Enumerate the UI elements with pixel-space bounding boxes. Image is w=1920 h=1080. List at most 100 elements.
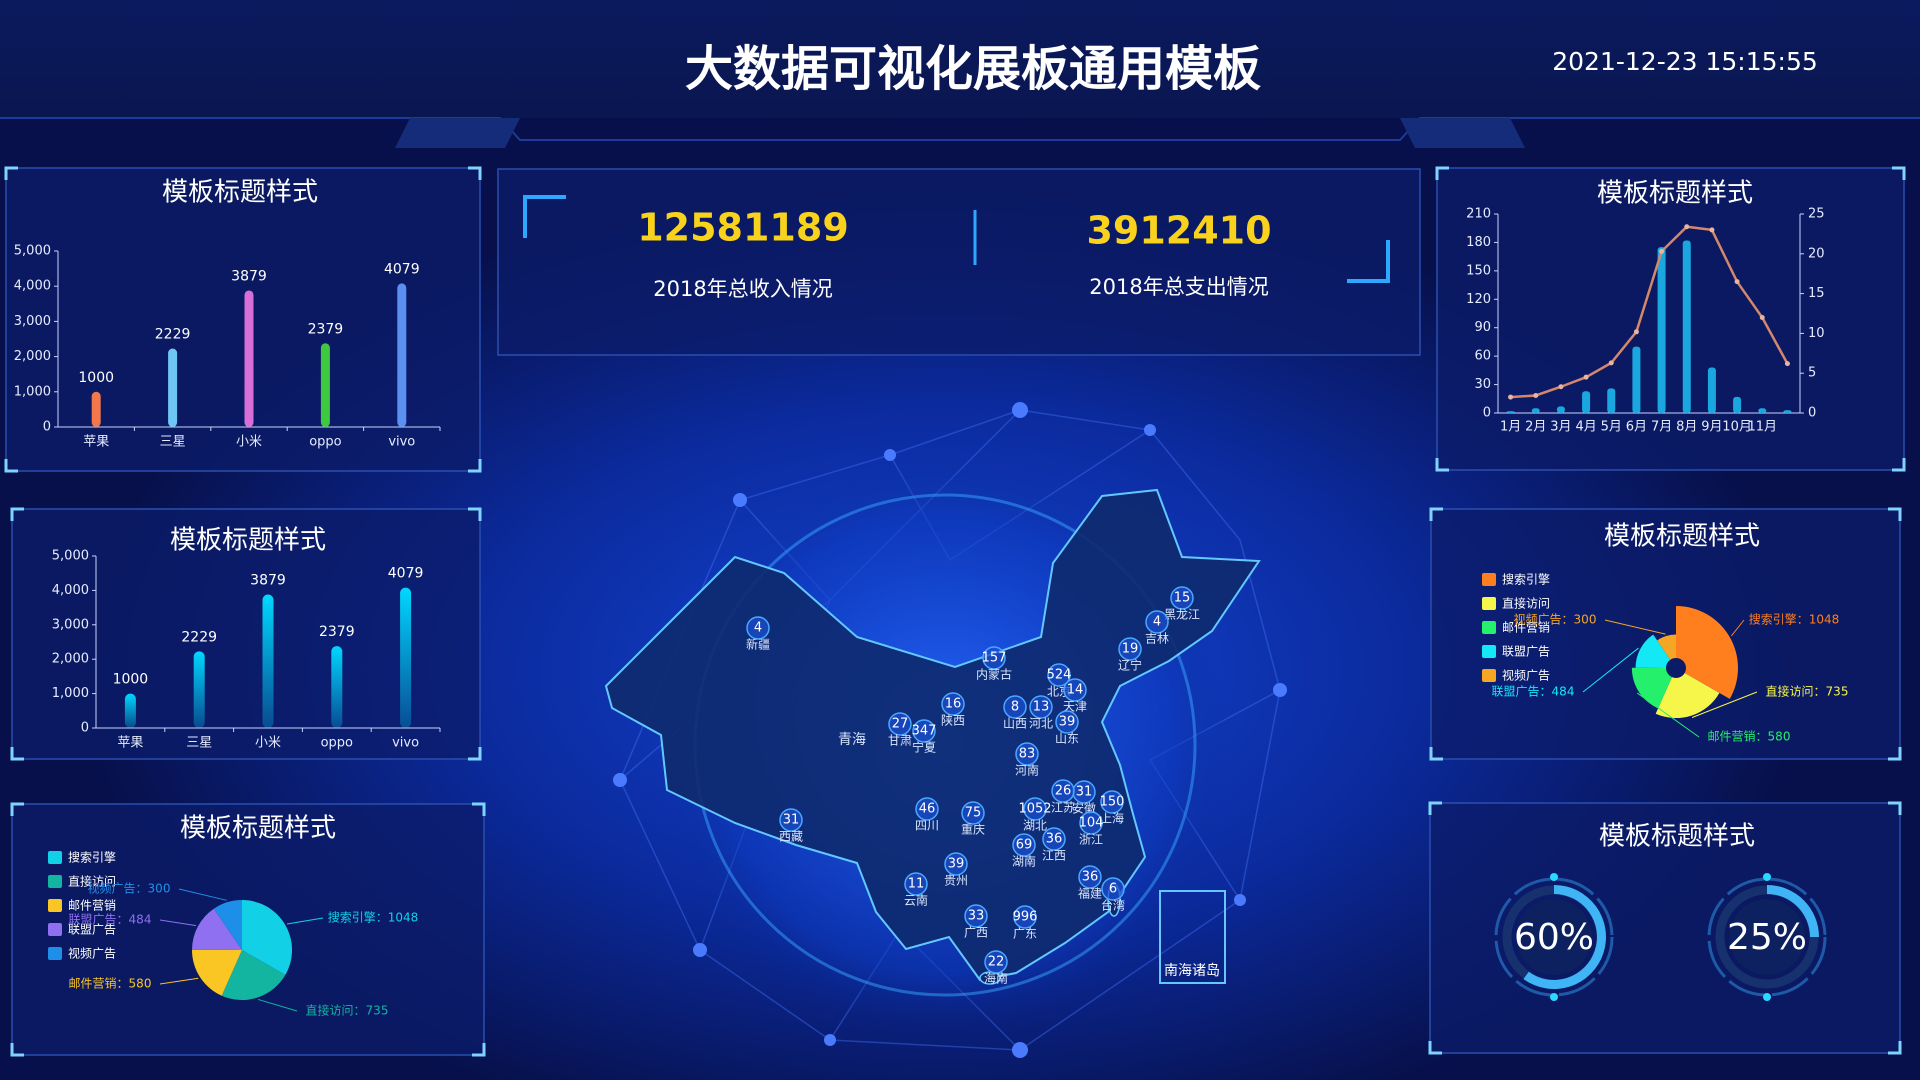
- line-point: [1734, 279, 1740, 285]
- map-value: 15: [1174, 591, 1191, 606]
- panel-title: 模板标题样式: [1599, 822, 1755, 852]
- bar: [1707, 367, 1716, 413]
- panel-corners: [10, 507, 482, 761]
- bar: [1632, 346, 1641, 413]
- map-bubble: [1170, 586, 1194, 610]
- line-point: [1709, 227, 1715, 233]
- leader-line: [1691, 691, 1758, 718]
- map-bubble: [1013, 905, 1037, 929]
- bar: [1783, 410, 1792, 413]
- x-tick-label: 7月: [1651, 420, 1672, 435]
- map-region: 广西: [964, 926, 988, 940]
- map-region: 江西: [1042, 849, 1066, 863]
- bar: [1682, 240, 1691, 413]
- y-tick-label: 180: [1466, 235, 1491, 250]
- legend-label: 直接访问: [1502, 596, 1550, 611]
- y-tick-label: 0: [43, 420, 51, 435]
- panel-title: 模板标题样式: [180, 814, 336, 844]
- map-bubble: [888, 712, 912, 736]
- bar: [1582, 391, 1591, 413]
- value-label: 2379: [319, 624, 355, 640]
- map-bubble: [1012, 833, 1036, 857]
- map-value: 4: [754, 621, 762, 636]
- x-tick-label: 6月: [1626, 420, 1647, 435]
- panel-corners: [1435, 166, 1906, 472]
- value-label: 1000: [78, 370, 114, 386]
- slice: [192, 949, 242, 996]
- legend-label: 直接访问: [68, 874, 116, 889]
- map-value: 83: [1019, 747, 1036, 762]
- bar: [331, 646, 343, 728]
- panel-title: 模板标题样式: [1597, 179, 1753, 209]
- map-region: 云南: [904, 893, 928, 908]
- line-point: [1633, 329, 1639, 335]
- map-value: 36: [1082, 870, 1099, 885]
- x-tick-label: 三星: [160, 435, 186, 450]
- legend-label: 搜索引擎: [68, 850, 116, 865]
- y2-tick-label: 20: [1808, 246, 1825, 261]
- map-region: 山东: [1055, 732, 1079, 746]
- y-tick-label: 5,000: [52, 549, 89, 564]
- map-bubble: [1042, 827, 1066, 851]
- south-sea-box: [1159, 890, 1226, 984]
- bar: [1758, 408, 1767, 413]
- map-region: 江苏: [1051, 801, 1075, 815]
- legend-swatch: [48, 875, 62, 888]
- line-point: [1784, 361, 1790, 367]
- x-tick-label: 9月: [1701, 420, 1722, 435]
- map-bubble: [1145, 610, 1169, 634]
- map-value: 524: [1047, 668, 1072, 683]
- x-tick-label: 3月: [1550, 420, 1571, 435]
- x-tick-label: 小米: [236, 435, 262, 450]
- legend-swatch: [48, 947, 62, 960]
- y-tick-label: 4,000: [14, 279, 51, 294]
- stats-corners: [523, 195, 1390, 283]
- inset-label: 南海诸岛: [1164, 963, 1220, 979]
- map-region: 海南: [984, 971, 1008, 986]
- y-tick-label: 2,000: [52, 652, 89, 667]
- legend-swatch: [1482, 621, 1496, 634]
- x-tick-label: 11月: [1747, 420, 1777, 435]
- panel-title: 模板标题样式: [1604, 522, 1760, 552]
- x-tick-label: oppo: [309, 435, 341, 450]
- gauge-inner: [1516, 899, 1592, 975]
- slice-label: 搜索引擎：1048: [1749, 612, 1840, 627]
- map-value: 33: [968, 909, 985, 924]
- slice-label: 联盟广告：484: [69, 913, 152, 927]
- y2-tick-label: 5: [1808, 366, 1816, 381]
- header-stripes: [395, 118, 1525, 148]
- panel-corners: [1428, 801, 1902, 1055]
- bar: [262, 594, 274, 728]
- map-bubble: [964, 904, 988, 928]
- map-bubble: [1118, 637, 1142, 661]
- y-tick-label: 1,000: [52, 686, 89, 701]
- datetime: 2021-12-23 15:15:55: [1552, 47, 1818, 76]
- slice-label: 搜索引擎：1048: [328, 910, 419, 925]
- leader-line: [1604, 619, 1666, 635]
- line-point: [1684, 224, 1690, 230]
- line-point: [1533, 392, 1539, 398]
- map-region: 贵州: [944, 874, 968, 888]
- slice: [1655, 672, 1720, 719]
- page-title: 大数据可视化展板通用模板: [685, 41, 1261, 97]
- bar: [1531, 408, 1540, 413]
- value-label: 4079: [388, 566, 424, 582]
- network-nodes: [613, 402, 1287, 1058]
- legend-swatch: [48, 923, 62, 936]
- bar: [1733, 396, 1742, 413]
- legend-label: 邮件营销: [68, 899, 116, 913]
- map-region: 陕西: [941, 713, 965, 728]
- bar: [397, 283, 407, 427]
- y-tick-label: 30: [1474, 377, 1491, 392]
- bar: [1556, 406, 1565, 413]
- map-region: 重庆: [961, 823, 985, 837]
- map-region: 四川: [915, 819, 939, 833]
- map-region: 河南: [1015, 763, 1039, 778]
- bar: [124, 693, 136, 728]
- bar: [1607, 388, 1616, 413]
- y2-tick-label: 10: [1808, 326, 1825, 341]
- map-value: 26: [1055, 784, 1072, 799]
- map-value: 104: [1079, 816, 1104, 831]
- map-region: 湖南: [1012, 854, 1036, 869]
